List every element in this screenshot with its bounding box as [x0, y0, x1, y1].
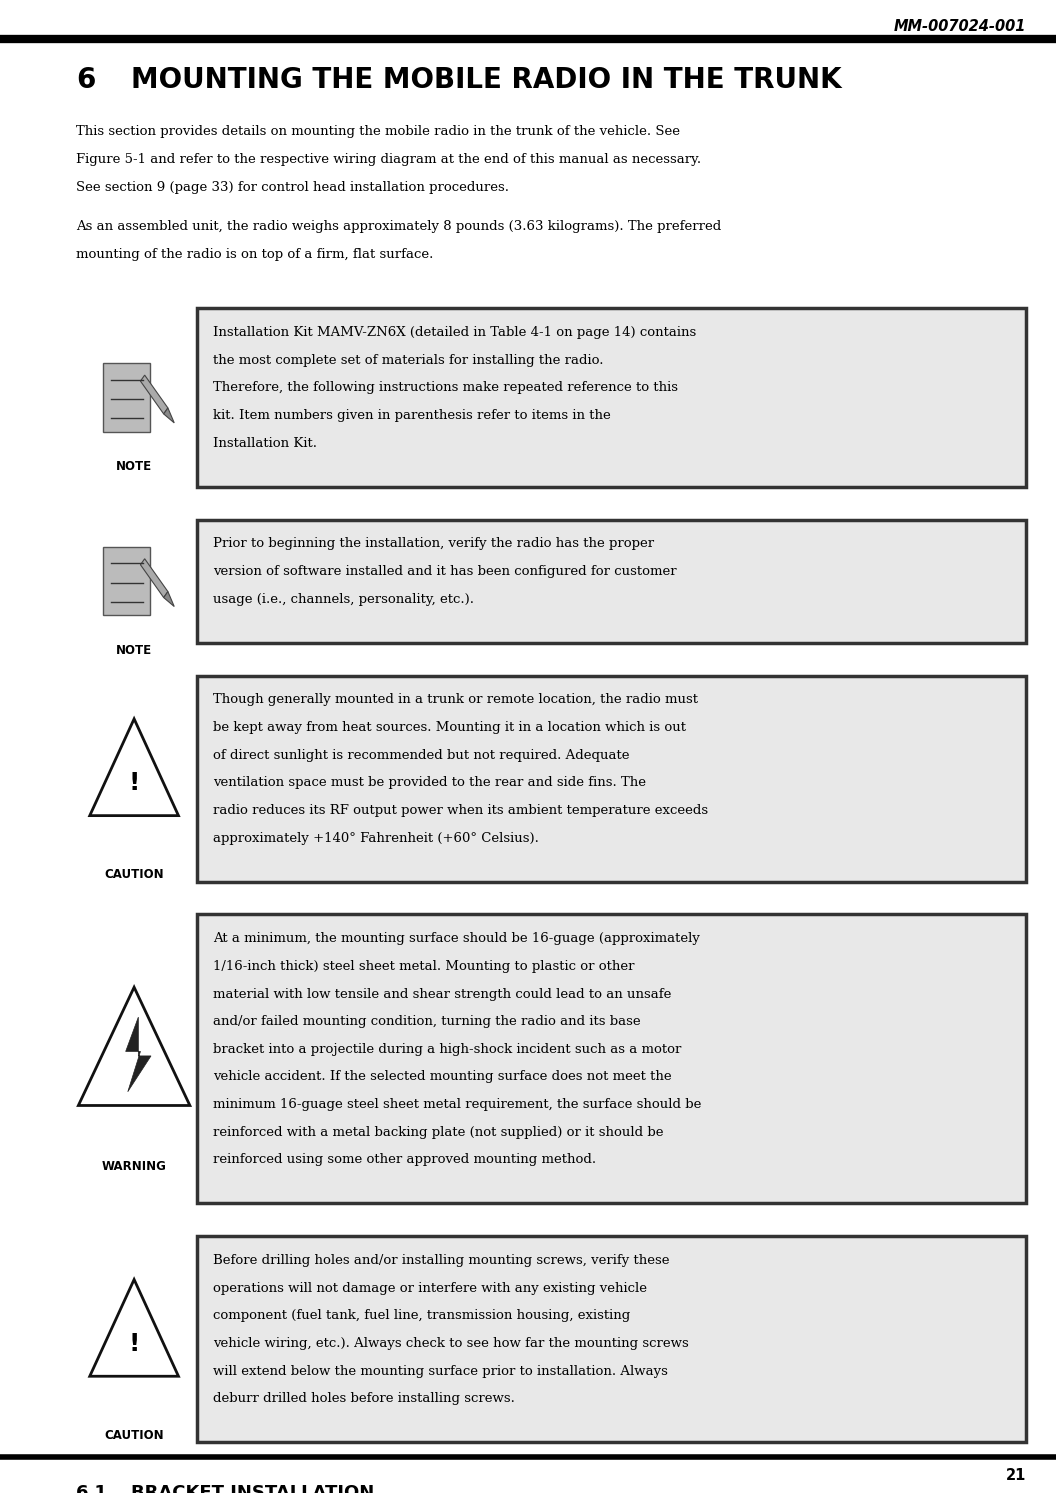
Text: At a minimum, the mounting surface should be 16-guage (approximately: At a minimum, the mounting surface shoul…: [213, 932, 700, 945]
Text: bracket into a projectile during a high-shock incident such as a motor: bracket into a projectile during a high-…: [213, 1042, 682, 1056]
Text: MOUNTING THE MOBILE RADIO IN THE TRUNK: MOUNTING THE MOBILE RADIO IN THE TRUNK: [131, 66, 842, 94]
Text: and/or failed mounting condition, turning the radio and its base: and/or failed mounting condition, turnin…: [213, 1015, 641, 1029]
Text: Installation Kit MAMV-ZN6X (detailed in Table 4-1 on page 14) contains: Installation Kit MAMV-ZN6X (detailed in …: [213, 325, 697, 339]
Polygon shape: [90, 1280, 178, 1377]
Text: Installation Kit.: Installation Kit.: [213, 436, 317, 449]
Text: of direct sunlight is recommended but not required. Adequate: of direct sunlight is recommended but no…: [213, 748, 629, 761]
Text: MM-007024-001: MM-007024-001: [894, 19, 1026, 34]
Text: ventilation space must be provided to the rear and side fins. The: ventilation space must be provided to th…: [213, 776, 646, 790]
Text: the most complete set of materials for installing the radio.: the most complete set of materials for i…: [213, 354, 604, 367]
Polygon shape: [78, 987, 190, 1105]
Text: kit. Item numbers given in parenthesis refer to items in the: kit. Item numbers given in parenthesis r…: [213, 409, 611, 423]
Text: CAUTION: CAUTION: [105, 867, 164, 881]
Text: operations will not damage or interfere with any existing vehicle: operations will not damage or interfere …: [213, 1281, 647, 1294]
Text: 6.1: 6.1: [76, 1484, 108, 1493]
Polygon shape: [126, 1017, 151, 1091]
Text: WARNING: WARNING: [101, 1160, 167, 1173]
Text: Though generally mounted in a trunk or remote location, the radio must: Though generally mounted in a trunk or r…: [213, 693, 698, 706]
Text: radio reduces its RF output power when its ambient temperature exceeds: radio reduces its RF output power when i…: [213, 803, 709, 817]
Text: approximately +140° Fahrenheit (+60° Celsius).: approximately +140° Fahrenheit (+60° Cel…: [213, 832, 540, 845]
Text: Before drilling holes and/or installing mounting screws, verify these: Before drilling holes and/or installing …: [213, 1254, 670, 1268]
FancyBboxPatch shape: [197, 675, 1026, 881]
Text: component (fuel tank, fuel line, transmission housing, existing: component (fuel tank, fuel line, transmi…: [213, 1309, 630, 1323]
FancyBboxPatch shape: [197, 914, 1026, 1203]
Text: 6: 6: [76, 66, 95, 94]
Text: 1/16-inch thick) steel sheet metal. Mounting to plastic or other: 1/16-inch thick) steel sheet metal. Moun…: [213, 960, 635, 973]
Polygon shape: [164, 591, 174, 606]
Text: Figure 5-1 and refer to the respective wiring diagram at the end of this manual : Figure 5-1 and refer to the respective w…: [76, 152, 701, 166]
Text: usage (i.e., channels, personality, etc.).: usage (i.e., channels, personality, etc.…: [213, 593, 474, 606]
Text: minimum 16-guage steel sheet metal requirement, the surface should be: minimum 16-guage steel sheet metal requi…: [213, 1099, 701, 1111]
Text: !: !: [129, 1332, 139, 1356]
Text: BRACKET INSTALLATION: BRACKET INSTALLATION: [131, 1484, 374, 1493]
Text: 21: 21: [1006, 1468, 1026, 1483]
FancyBboxPatch shape: [197, 309, 1026, 487]
Polygon shape: [90, 718, 178, 815]
FancyBboxPatch shape: [103, 363, 150, 431]
Text: reinforced using some other approved mounting method.: reinforced using some other approved mou…: [213, 1153, 597, 1166]
Polygon shape: [140, 558, 168, 597]
Text: Therefore, the following instructions make repeated reference to this: Therefore, the following instructions ma…: [213, 381, 678, 394]
Text: As an assembled unit, the radio weighs approximately 8 pounds (3.63 kilograms). : As an assembled unit, the radio weighs a…: [76, 219, 721, 233]
Text: vehicle wiring, etc.). Always check to see how far the mounting screws: vehicle wiring, etc.). Always check to s…: [213, 1338, 690, 1350]
Text: be kept away from heat sources. Mounting it in a location which is out: be kept away from heat sources. Mounting…: [213, 721, 686, 735]
Text: !: !: [129, 770, 139, 796]
Text: reinforced with a metal backing plate (not supplied) or it should be: reinforced with a metal backing plate (n…: [213, 1126, 664, 1139]
Text: This section provides details on mounting the mobile radio in the trunk of the v: This section provides details on mountin…: [76, 125, 680, 139]
Polygon shape: [140, 375, 168, 414]
Text: deburr drilled holes before installing screws.: deburr drilled holes before installing s…: [213, 1391, 515, 1405]
Polygon shape: [164, 408, 174, 423]
Text: material with low tensile and shear strength could lead to an unsafe: material with low tensile and shear stre…: [213, 988, 672, 1000]
FancyBboxPatch shape: [197, 520, 1026, 642]
Text: NOTE: NOTE: [116, 460, 152, 473]
Text: CAUTION: CAUTION: [105, 1429, 164, 1442]
Text: vehicle accident. If the selected mounting surface does not meet the: vehicle accident. If the selected mounti…: [213, 1070, 672, 1084]
Text: mounting of the radio is on top of a firm, flat surface.: mounting of the radio is on top of a fir…: [76, 248, 433, 261]
Text: version of software installed and it has been configured for customer: version of software installed and it has…: [213, 564, 677, 578]
FancyBboxPatch shape: [197, 1236, 1026, 1442]
Text: will extend below the mounting surface prior to installation. Always: will extend below the mounting surface p…: [213, 1365, 668, 1378]
Text: Prior to beginning the installation, verify the radio has the proper: Prior to beginning the installation, ver…: [213, 537, 655, 551]
Text: NOTE: NOTE: [116, 643, 152, 657]
FancyBboxPatch shape: [103, 546, 150, 615]
Text: See section 9 (page 33) for control head installation procedures.: See section 9 (page 33) for control head…: [76, 181, 509, 194]
